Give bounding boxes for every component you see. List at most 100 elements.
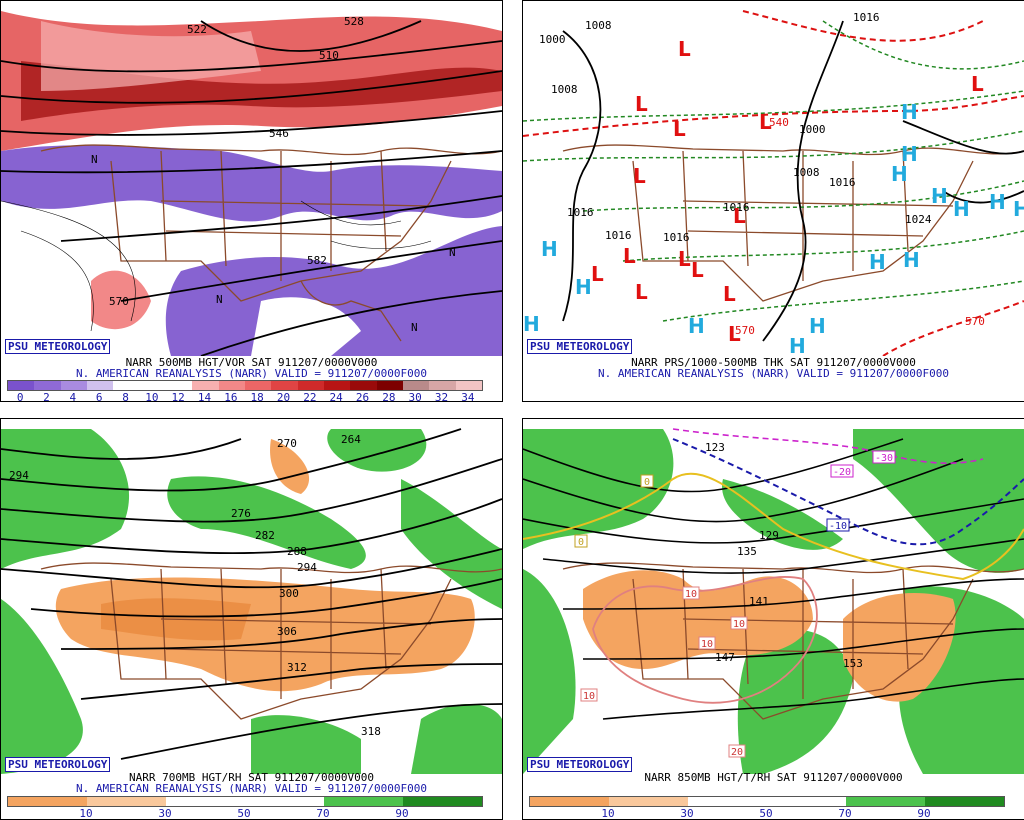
- vorticity-marker: N: [91, 153, 98, 166]
- colorbar-swatch: [218, 381, 245, 390]
- isobar-label: 1000: [539, 33, 566, 46]
- colorbar-swatch: [86, 381, 114, 390]
- isobar-label: 1008: [551, 83, 578, 96]
- high-pressure-marker: H: [931, 184, 948, 208]
- isobar-label: 1008: [585, 19, 612, 32]
- contour-label: 276: [231, 507, 251, 520]
- colorbar-tick-label: 10: [145, 391, 159, 402]
- colorbar-tick-label: 34: [461, 391, 475, 402]
- colorbar-tick-label: 30: [408, 391, 422, 402]
- contour-label: 306: [277, 625, 297, 638]
- low-pressure-marker: L: [733, 204, 746, 228]
- map-pressure-thickness: 1008 1000 1008 1016 1016 1016 1016 1000 …: [523, 10, 1024, 356]
- contour-label: 294: [9, 469, 29, 482]
- thickness-label: 570: [965, 315, 985, 328]
- rh-colorbar: [529, 796, 1005, 807]
- colorbar-swatch: [376, 381, 403, 390]
- colorbar-tick-label: 26: [355, 391, 370, 402]
- colorbar-tick-label: 8: [122, 391, 129, 402]
- psu-meteorology-logo: PSU METEOROLOGY: [527, 339, 633, 354]
- low-pressure-marker: L: [623, 244, 636, 268]
- isobar-label: 1016: [605, 229, 632, 242]
- colorbar-tick-label: 10: [79, 807, 93, 820]
- temperature-label: 10: [685, 589, 697, 600]
- panel-title: NARR 850MB HGT/T/RH SAT 911207/0000V000: [644, 771, 903, 784]
- colorbar-tick-label: 30: [680, 807, 694, 820]
- colorbar-tick-label: 20: [276, 391, 291, 402]
- colorbar-swatch: [429, 381, 456, 390]
- colorbar-tick-label: 24: [329, 391, 343, 402]
- colorbar-swatch: [297, 381, 324, 390]
- panel-500mb-vorticity: 522 528 510 546 582 570 N N N N PSU METE…: [0, 0, 503, 402]
- rh-colorbar-labels: 10 30 50 70 90: [7, 807, 481, 819]
- colorbar-swatch: [925, 797, 1004, 806]
- low-pressure-marker: L: [678, 247, 691, 271]
- high-pressure-marker: H: [869, 250, 886, 274]
- colorbar-tick-label: 2: [43, 391, 50, 402]
- colorbar-tick-label: 70: [838, 807, 852, 820]
- isobar-label: 1016: [829, 176, 856, 189]
- isobar-label: 1016: [853, 11, 880, 24]
- high-pressure-marker: H: [953, 197, 970, 221]
- colorbar-tick-label: 50: [237, 807, 251, 820]
- colorbar-swatch: [846, 797, 925, 806]
- high-pressure-marker: H: [575, 275, 592, 299]
- low-pressure-marker: L: [728, 322, 741, 346]
- contour-label: 318: [361, 725, 381, 738]
- colorbar-swatch: [324, 797, 403, 806]
- colorbar-swatch: [271, 381, 298, 390]
- colorbar-swatch: [455, 381, 482, 390]
- map-700mb-rh: 270 264 294 276 282 288 294 300 306 312 …: [1, 428, 502, 774]
- high-pressure-marker: H: [901, 142, 918, 166]
- contour-label: 582: [307, 254, 327, 267]
- isobar-label: 1016: [723, 201, 750, 214]
- contour-label: 522: [187, 23, 207, 36]
- high-pressure-marker: H: [523, 312, 540, 336]
- psu-meteorology-logo: PSU METEOROLOGY: [5, 339, 111, 354]
- panel-title: NARR 500MB HGT/VOR SAT 911207/0000V000: [125, 356, 378, 369]
- high-pressure-marker: H: [891, 162, 908, 186]
- colorbar-swatch: [402, 381, 430, 390]
- high-pressure-marker: H: [789, 334, 806, 356]
- panel-subtitle: N. AMERICAN REANALYSIS (NARR) VALID = 91…: [76, 367, 427, 380]
- low-pressure-marker: L: [759, 110, 772, 134]
- temperature-label: -10: [829, 521, 847, 532]
- colorbar-swatch: [8, 381, 35, 390]
- vorticity-colorbar: [7, 380, 483, 391]
- colorbar-swatch: [166, 797, 245, 806]
- colorbar-swatch: [530, 797, 609, 806]
- colorbar-swatch: [139, 381, 166, 390]
- high-pressure-marker: H: [903, 248, 920, 272]
- isobar-label: 1024: [905, 213, 932, 226]
- psu-meteorology-logo: PSU METEOROLOGY: [527, 757, 633, 772]
- rh-colorbar: [7, 796, 483, 807]
- low-pressure-marker: L: [635, 92, 648, 116]
- vorticity-marker: N: [449, 246, 456, 259]
- colorbar-tick-label: 0: [16, 391, 24, 402]
- colorbar-swatch: [688, 797, 767, 806]
- map-850mb-t-rh: 129 135 141 147 153 123 0 0 10 10 10 10 …: [523, 428, 1024, 774]
- colorbar-tick-label: 50: [759, 807, 773, 820]
- temperature-label: 10: [701, 639, 713, 650]
- temperature-label: 10: [583, 691, 595, 702]
- colorbar-tick-label: 18: [250, 391, 264, 402]
- low-pressure-marker: L: [723, 282, 736, 306]
- contour-label: 312: [287, 661, 307, 674]
- colorbar-tick-label: 6: [95, 391, 103, 402]
- colorbar-swatch: [113, 381, 140, 390]
- colorbar-tick-label: 22: [303, 391, 317, 402]
- low-pressure-marker: L: [635, 280, 648, 304]
- high-pressure-marker: H: [901, 100, 918, 124]
- colorbar-swatch: [60, 381, 87, 390]
- isobar-label: 1016: [567, 206, 594, 219]
- contour-label: 570: [109, 295, 129, 308]
- contour-label: 510: [319, 49, 339, 62]
- panel-subtitle: N. AMERICAN REANALYSIS (NARR) VALID = 91…: [76, 782, 427, 795]
- panel-title: NARR 700MB HGT/RH SAT 911207/0000V000: [128, 771, 375, 784]
- low-pressure-marker: L: [691, 258, 704, 282]
- panel-850mb-temperature-rh: 129 135 141 147 153 123 0 0 10 10 10 10 …: [522, 418, 1024, 820]
- contour-label: 135: [737, 545, 757, 558]
- thickness-label: 540: [769, 116, 789, 129]
- panel-title: NARR PRS/1000-500MB THK SAT 911207/0000V…: [631, 356, 916, 369]
- colorbar-tick-label: 90: [395, 807, 409, 820]
